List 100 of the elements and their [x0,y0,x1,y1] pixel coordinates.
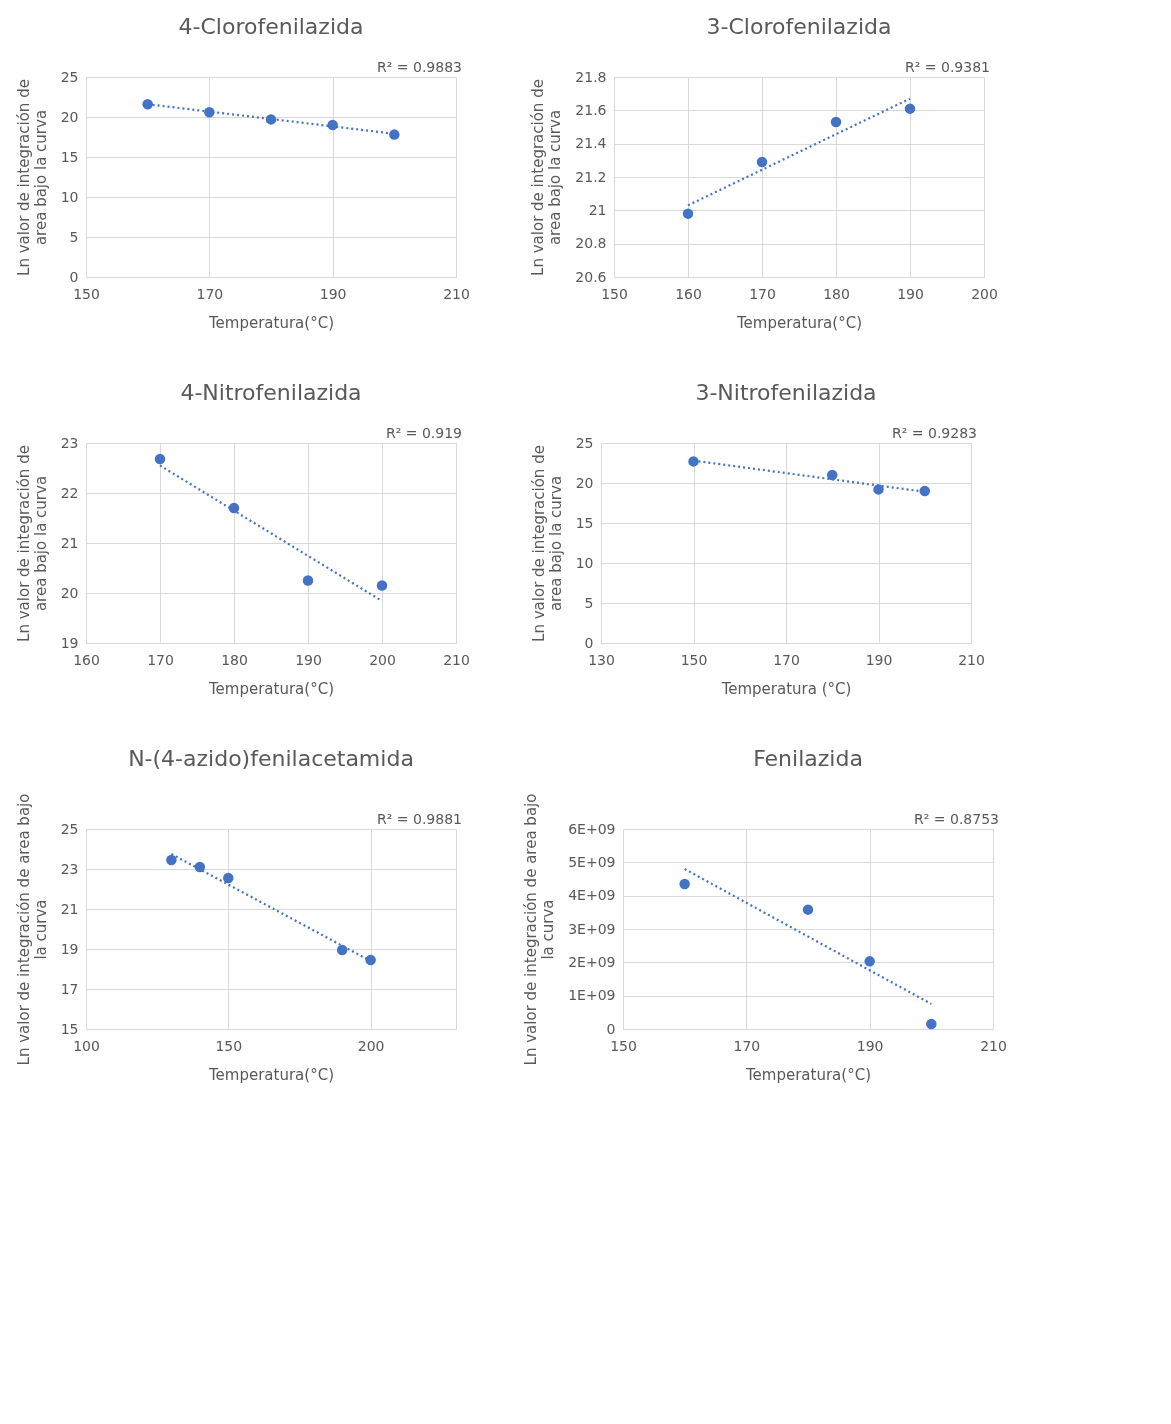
y-tick-label: 19 [60,940,79,957]
y-tick-label: 0 [69,268,79,285]
y-tick-label: 25 [60,68,79,85]
x-tick-label: 150 [610,1037,637,1054]
y-tick-label: 21.8 [575,68,607,85]
y-tick-label: 10 [60,188,79,205]
point [827,469,838,481]
y-axis-title: Ln valor de integración de area bajo la curva [14,793,50,1066]
y-tick-label: 5 [584,594,594,611]
x-axis-title: Temperatura (°C) [720,679,852,698]
x-tick-label: 190 [865,651,893,668]
chart-title: Fenilazida [753,746,863,772]
point [365,954,376,966]
point [376,580,388,591]
x-tick-label: 100 [73,1037,100,1054]
point [194,861,206,873]
x-axis-title: Temperatura(°C) [208,1065,334,1084]
y-axis-title: Ln valor de integración de area bajo la curva [529,79,565,276]
text: R² = 0.9381 [905,59,990,75]
x-tick-label: 200 [369,651,396,668]
chart-title: 4-Nitrofenilazida [180,380,362,405]
y-tick-label: 21 [60,534,79,551]
x-tick-label: 150 [680,651,708,668]
x-tick-label: 210 [443,285,470,302]
y-tick-label: 21.2 [575,168,607,185]
x-tick-label: 190 [295,651,322,668]
x-axis-title: Temperatura(°C) [745,1065,871,1084]
y-axis-title: Ln valor de integración de area bajo la curva [14,79,50,276]
y-axis-title: Ln valor de integración de area bajo la curva [522,793,558,1066]
chart-title: 4-Clorofenilazida [178,14,364,39]
y-tick-label: 15 [575,514,594,531]
y-tick-label: 25 [60,820,79,837]
y-tick-label: 19 [60,634,79,651]
point [926,1018,937,1030]
y-axis-title: Ln valor de integración de area bajo la curva [14,445,50,642]
x-axis-title: Temperatura(°C) [208,313,334,332]
point [223,872,234,884]
y-tick-label: 21 [60,900,79,917]
point [873,484,884,495]
x-tick-label: 180 [823,285,850,302]
y-tick-label: 20 [575,474,594,491]
x-tick-label: 170 [749,285,776,302]
point [688,456,699,467]
point [302,575,314,586]
point [682,208,694,219]
y-tick-label: 20 [60,584,79,601]
y-tick-label: 20 [60,108,79,125]
point [389,129,400,140]
x-tick-label: 160 [73,651,100,668]
x-tick-label: 150 [601,285,628,302]
chart-title: N-(4-azido)fenilacetamida [128,746,414,772]
y-tick-label: 4E+09 [568,887,616,904]
x-tick-label: 200 [357,1037,385,1054]
x-tick-label: 190 [897,285,924,302]
x-tick-label: 210 [443,651,470,668]
point [756,156,768,168]
x-tick-label: 150 [215,1037,243,1054]
x-tick-label: 210 [958,651,985,668]
x-tick-label: 200 [971,285,998,302]
text: R² = 0.9881 [377,811,462,827]
text: R² = 0.9883 [377,59,462,75]
chart-title: 3-Clorofenilazida [706,14,892,39]
y-tick-label: 21.6 [575,101,607,118]
point [919,485,930,497]
text: R² = 0.8753 [914,811,999,827]
y-tick-label: 0 [606,1020,616,1037]
y-axis-title: Ln valor de integración de area bajo la curva [529,445,565,642]
point [679,878,690,890]
text: R² = 0.919 [385,425,462,441]
x-tick-label: 170 [773,651,800,668]
x-tick-label: 170 [147,651,174,668]
y-tick-label: 15 [60,1020,79,1037]
y-tick-label: 6E+09 [568,820,616,837]
x-tick-label: 210 [980,1037,1007,1054]
point [166,854,177,866]
x-tick-label: 160 [675,285,702,302]
y-tick-label: 20.8 [575,235,607,252]
point [802,904,814,915]
point [142,98,153,110]
y-tick-label: 5 [69,228,79,245]
x-tick-label: 150 [73,285,100,302]
point [830,116,842,128]
y-tick-label: 23 [60,434,79,451]
y-tick-label: 25 [575,434,594,451]
x-tick-label: 170 [733,1037,761,1054]
point [154,453,166,465]
x-axis-title: Temperatura(°C) [208,679,334,698]
point [228,502,240,514]
y-tick-label: 21.4 [575,135,607,152]
y-tick-label: 2E+09 [568,953,616,970]
y-tick-label: 15 [60,148,79,165]
x-axis-title: Temperatura(°C) [736,313,862,332]
x-tick-label: 170 [196,285,224,302]
y-tick-label: 23 [60,860,79,877]
y-tick-label: 1E+09 [568,987,616,1004]
text: R² = 0.9283 [892,425,977,441]
y-tick-label: 10 [575,554,594,571]
point [336,944,348,956]
x-tick-label: 180 [221,651,248,668]
y-tick-label: 20.6 [575,268,607,285]
